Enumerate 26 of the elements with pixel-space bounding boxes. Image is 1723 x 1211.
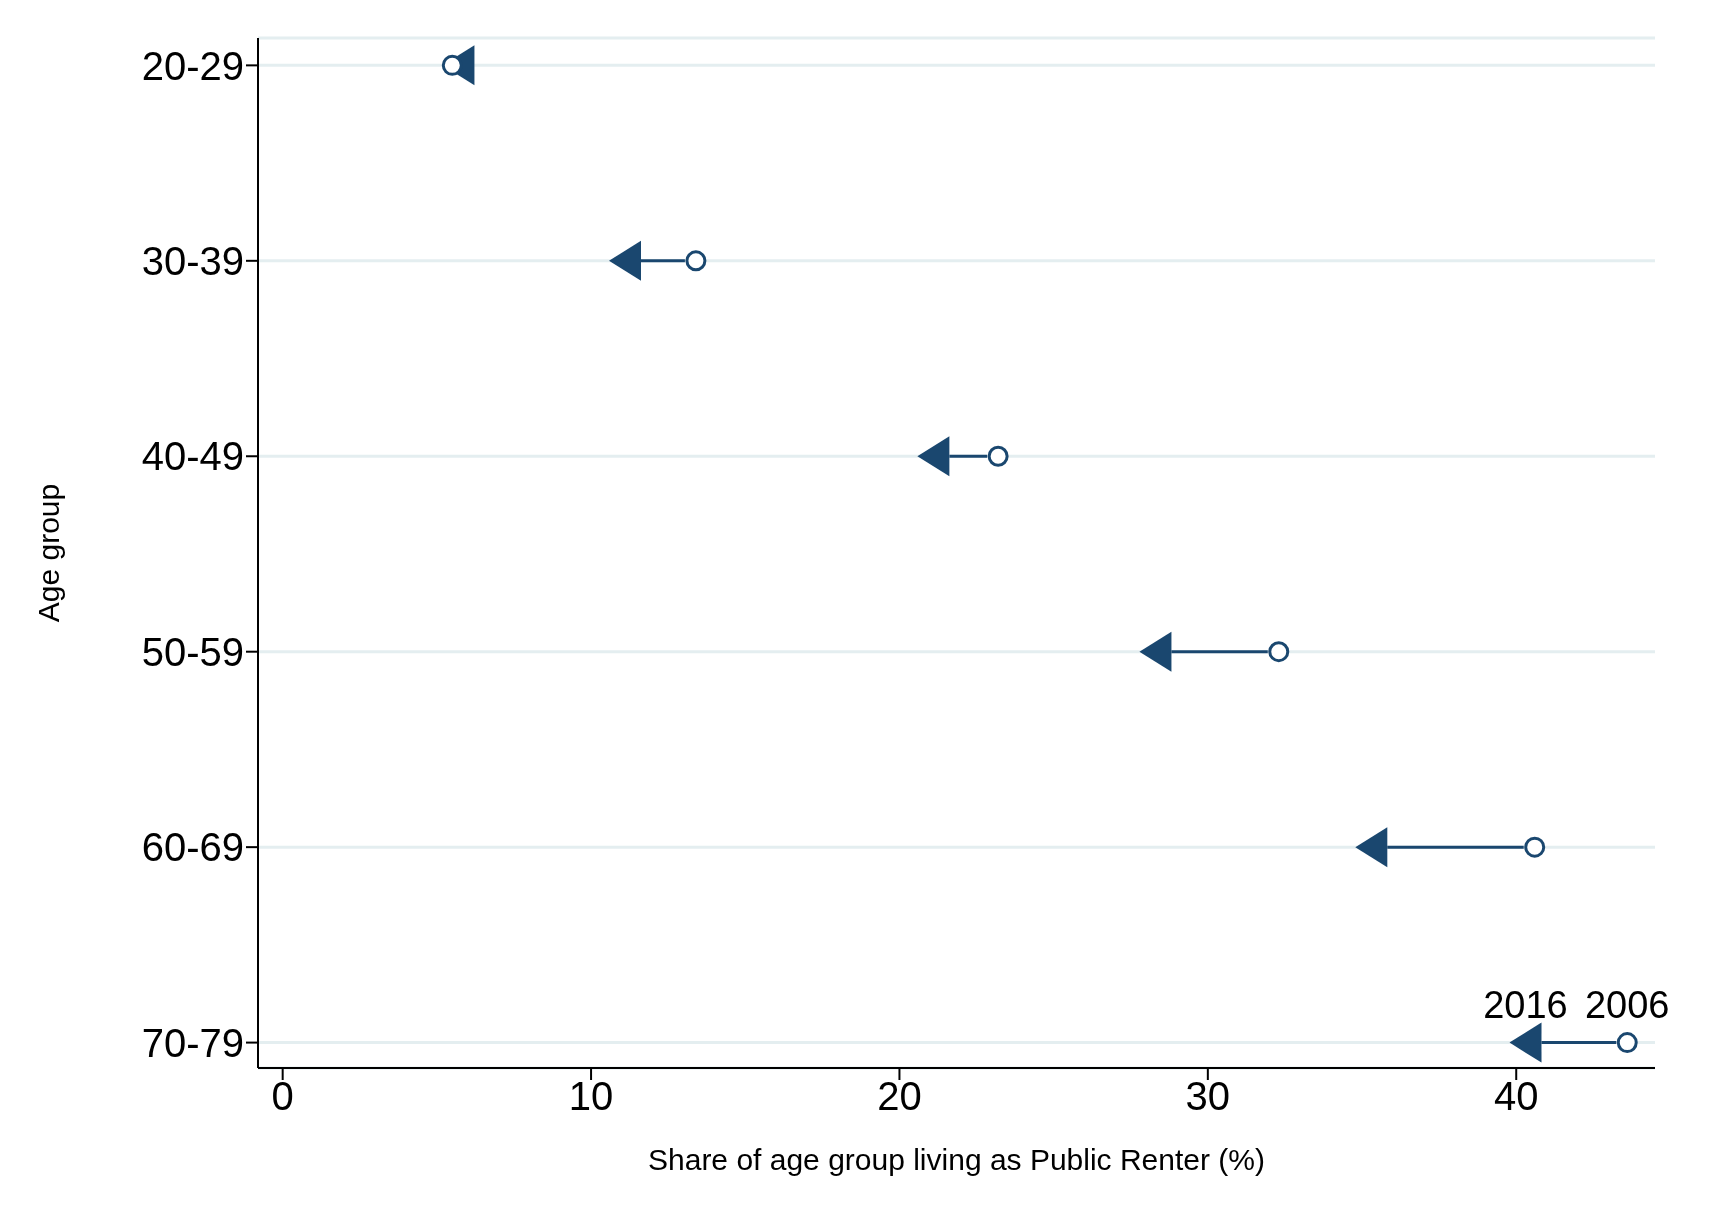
x-tick-label: 10 <box>568 1074 614 1119</box>
x-tick-label: 20 <box>877 1074 922 1119</box>
x-tick-label: 40 <box>1493 1074 1539 1119</box>
point <box>1509 1022 1542 1063</box>
x-tick-label: 0 <box>271 1074 294 1119</box>
x-tick-label: 30 <box>1185 1074 1231 1119</box>
point <box>1139 631 1172 672</box>
point <box>608 240 641 281</box>
point <box>1524 836 1546 858</box>
point <box>987 445 1009 467</box>
y-tick-label: 40-49 <box>141 434 244 479</box>
point <box>441 54 463 76</box>
x-axis-title: Share of age group living as Public Renter (%) <box>648 1143 1265 1176</box>
y-tick-label: 70-79 <box>141 1020 244 1065</box>
y-tick-label: 50-59 <box>141 629 244 674</box>
y-tick-label: 60-69 <box>141 825 244 870</box>
series-label: 2006 <box>1583 983 1671 1026</box>
y-tick-label: 20-29 <box>141 43 244 88</box>
point <box>685 250 707 272</box>
y-tick-label: 30-39 <box>141 239 244 284</box>
point <box>1268 641 1290 663</box>
point <box>917 436 950 477</box>
point <box>1355 827 1388 868</box>
series-label: 2016 <box>1482 983 1569 1026</box>
y-axis-title: Age group <box>31 483 65 623</box>
point <box>1616 1032 1638 1054</box>
